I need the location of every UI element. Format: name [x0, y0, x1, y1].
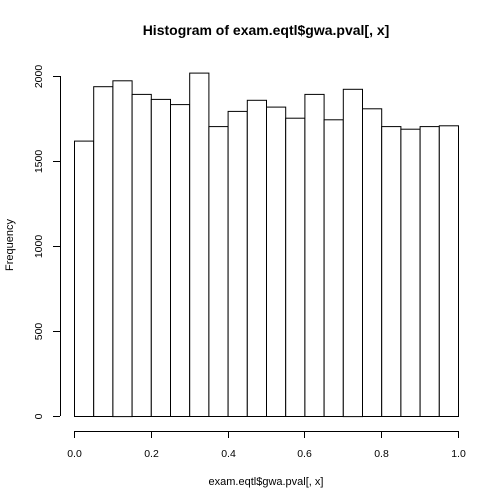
histogram-bar — [227, 110, 248, 418]
y-tick-label: 1500 — [33, 150, 45, 174]
y-axis-title: Frequency — [4, 219, 16, 271]
chart-title: Histogram of exam.eqtl$gwa.pval[, x] — [143, 22, 390, 38]
histogram-bar — [150, 98, 172, 418]
x-tick-label: 1.0 — [451, 448, 466, 460]
y-axis: 0 500 1000 1500 2000 — [33, 65, 61, 419]
histogram-bar — [285, 117, 306, 417]
histogram-bars — [74, 72, 459, 418]
histogram-bar — [170, 104, 191, 417]
histogram-bar — [400, 128, 421, 417]
histogram-bar — [266, 106, 287, 417]
histogram-bar — [112, 80, 133, 418]
x-tick-label: 0.2 — [144, 448, 159, 460]
y-tick-label: 1000 — [33, 235, 45, 259]
x-axis: 0.0 0.2 0.4 0.6 0.8 1.0 — [67, 431, 466, 460]
y-tick-label: 2000 — [33, 65, 45, 89]
x-tick-label: 0.4 — [221, 448, 236, 460]
x-tick-label: 0.6 — [297, 448, 312, 460]
histogram-bar — [342, 88, 363, 418]
histogram-bar — [438, 125, 459, 418]
histogram-bar — [189, 72, 210, 417]
histogram-bar — [304, 93, 325, 418]
histogram-bar — [131, 93, 152, 418]
y-tick-label: 0 — [33, 413, 45, 419]
histogram-bar — [93, 86, 114, 417]
x-tick-label: 0.0 — [67, 448, 82, 460]
histogram-bar — [381, 126, 402, 417]
histogram-bar — [74, 140, 95, 417]
x-tick-label: 0.8 — [374, 448, 389, 460]
histogram-bar — [246, 99, 268, 418]
y-tick-label: 500 — [33, 323, 45, 341]
histogram-bar — [419, 126, 440, 417]
histogram-bar — [362, 108, 383, 418]
x-axis-title: exam.eqtl$gwa.pval[, x] — [209, 476, 324, 488]
histogram-bar — [208, 126, 229, 417]
histogram-bar — [323, 119, 344, 418]
